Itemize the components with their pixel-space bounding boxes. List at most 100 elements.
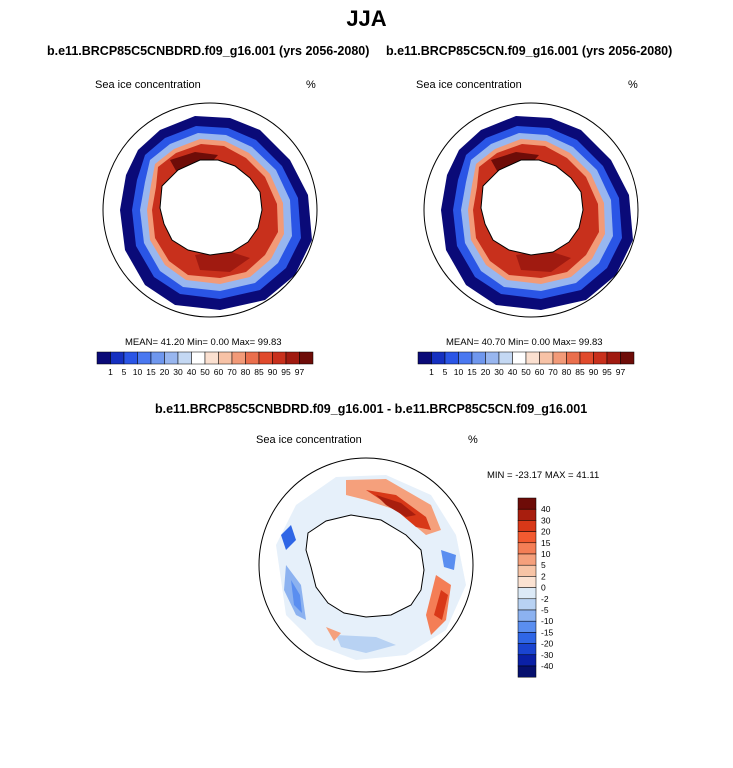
right-units-label: %	[628, 79, 638, 91]
right-colorbar-tick-label: 1	[429, 367, 434, 377]
right-colorbar-swatch	[498, 351, 513, 365]
diff-colorbar-tick-label: 15	[541, 538, 551, 548]
diff-colorbar-tick-label: -40	[541, 661, 554, 671]
right-colorbar-swatch	[620, 351, 635, 365]
right-colorbar-swatch	[606, 351, 621, 365]
left-colorbar-tick-label: 10	[133, 367, 143, 377]
right-colorbar-tick-label: 30	[494, 367, 504, 377]
left-colorbar-swatch	[285, 351, 300, 365]
diff-colorbar-swatch	[517, 598, 537, 611]
right-colorbar-tick-label: 70	[548, 367, 558, 377]
left-antarctica-outline	[159, 159, 263, 256]
right-colorbar-swatch	[593, 351, 608, 365]
right-colorbar-tick-label: 50	[521, 367, 531, 377]
diff-colorbar-swatch	[517, 609, 537, 622]
left-colorbar-swatch	[137, 351, 152, 365]
right-colorbar-swatch	[579, 351, 594, 365]
left-colorbar-tick-label: 20	[160, 367, 170, 377]
diff-colorbar-tick-label: -20	[541, 639, 554, 649]
diff-colorbar-swatch	[517, 620, 537, 633]
left-colorbar-swatch	[110, 351, 125, 365]
left-polar-map	[102, 102, 318, 318]
diff-colorbar-tick-label: 40	[541, 504, 551, 514]
right-variable-label: Sea ice concentration	[416, 79, 522, 91]
diff-colorbar-tick-label: -10	[541, 616, 554, 626]
left-colorbar-tick-label: 5	[122, 367, 127, 377]
diff-panel-title: b.e11.BRCP85C5CNBDRD.f09_g16.001 - b.e11…	[155, 402, 588, 416]
left-colorbar-swatch	[191, 351, 206, 365]
right-colorbar-tick-label: 10	[454, 367, 464, 377]
left-colorbar-swatch	[299, 351, 314, 365]
left-colorbar-swatch	[245, 351, 260, 365]
diff-colorbar-tick-label: -2	[541, 594, 549, 604]
left-colorbar: 1 5 10 15 20 30 40 50 60 70 80 85 90 95 97	[96, 351, 314, 377]
left-colorbar-swatch	[177, 351, 192, 365]
left-colorbar-tick-label: 60	[214, 367, 224, 377]
right-colorbar-tick-label: 97	[616, 367, 626, 377]
right-colorbar-tick-label: 80	[562, 367, 572, 377]
right-colorbar-swatch	[566, 351, 581, 365]
diff-colorbar-tick-label: -5	[541, 605, 549, 615]
diff-variable-label: Sea ice concentration	[256, 434, 362, 446]
diff-colorbar-swatch	[517, 587, 537, 600]
diff-stats: MIN = -23.17 MAX = 41.11	[487, 470, 600, 481]
diff-colorbar-swatch	[517, 531, 537, 544]
left-colorbar-tick-label: 15	[146, 367, 156, 377]
left-colorbar-tick-label: 1	[108, 367, 113, 377]
left-colorbar-tick-label: 40	[187, 367, 197, 377]
diff-colorbar-swatch	[517, 665, 537, 678]
left-variable-label: Sea ice concentration	[95, 79, 201, 91]
left-colorbar-swatch	[204, 351, 219, 365]
diff-polar-map	[258, 457, 474, 673]
right-colorbar-tick-label: 60	[535, 367, 545, 377]
left-colorbar-tick-label: 30	[173, 367, 183, 377]
diff-colorbar-swatch	[517, 497, 537, 510]
right-antarctica-outline	[480, 159, 584, 256]
left-panel-title: b.e11.BRCP85C5CNBDRD.f09_g16.001 (yrs 20…	[47, 44, 370, 58]
diff-colorbar-tick-label: 20	[541, 527, 551, 537]
diff-colorbar-swatch	[517, 564, 537, 577]
diff-colorbar-tick-label: 5	[541, 560, 546, 570]
right-colorbar-swatch	[552, 351, 567, 365]
right-colorbar-swatch	[539, 351, 554, 365]
diff-colorbar-swatch	[517, 576, 537, 588]
right-colorbar-tick-label: 90	[589, 367, 599, 377]
diff-colorbar-tick-label: 30	[541, 515, 551, 525]
left-stats: MEAN= 41.20 Min= 0.00 Max= 99.83	[125, 337, 282, 348]
right-colorbar-swatch	[431, 351, 446, 365]
right-colorbar-tick-label: 40	[508, 367, 518, 377]
diff-colorbar-tick-label: -15	[541, 627, 554, 637]
diff-colorbar-swatch	[517, 632, 537, 644]
left-colorbar-swatch	[231, 351, 246, 365]
left-colorbar-tick-label: 95	[281, 367, 291, 377]
diff-colorbar-swatch	[517, 520, 537, 532]
right-colorbar-swatch	[471, 351, 486, 365]
right-panel-title: b.e11.BRCP85C5CN.f09_g16.001 (yrs 2056-2…	[386, 44, 673, 58]
right-stats: MEAN= 40.70 Min= 0.00 Max= 99.83	[446, 337, 603, 348]
right-colorbar-swatch	[458, 351, 473, 365]
right-polar-map	[423, 102, 639, 318]
left-colorbar-swatch	[164, 351, 179, 365]
right-colorbar-tick-label: 5	[443, 367, 448, 377]
diff-colorbar-tick-label: 2	[541, 571, 546, 581]
right-colorbar-tick-label: 15	[467, 367, 477, 377]
diff-colorbar-swatch	[517, 643, 537, 656]
figure-title: JJA	[346, 6, 387, 31]
right-colorbar-swatch	[485, 351, 500, 365]
left-colorbar-tick-label: 80	[241, 367, 251, 377]
right-colorbar-tick-label: 20	[481, 367, 491, 377]
right-colorbar-swatch	[512, 351, 527, 365]
diff-colorbar-swatch	[517, 508, 537, 521]
left-colorbar-tick-label: 85	[254, 367, 264, 377]
left-colorbar-swatch	[258, 351, 273, 365]
diff-units-label: %	[468, 434, 478, 446]
left-colorbar-swatch	[272, 351, 287, 365]
left-colorbar-tick-label: 50	[200, 367, 210, 377]
diff-colorbar-swatch	[517, 542, 537, 555]
diff-colorbar-tick-label: 10	[541, 549, 551, 559]
left-colorbar-swatch	[96, 351, 111, 365]
diff-colorbar-swatch	[517, 553, 537, 566]
diff-colorbar-tick-label: -30	[541, 650, 554, 660]
left-colorbar-swatch	[150, 351, 165, 365]
